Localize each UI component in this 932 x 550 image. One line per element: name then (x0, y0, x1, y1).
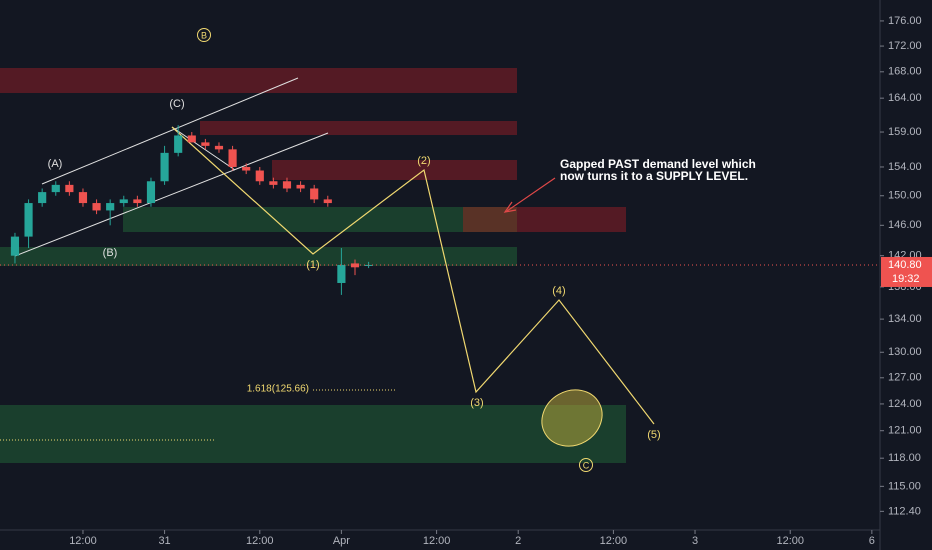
y-tick-label: 172.00 (888, 40, 922, 52)
demand-zone (0, 247, 517, 266)
x-tick-label: 31 (158, 535, 170, 547)
candle-body (24, 203, 33, 237)
note: Gapped PAST demand level which (560, 157, 756, 171)
x-tick-label: 12:00 (246, 535, 274, 547)
arrow (506, 177, 556, 212)
countdown-label: 19:32 (892, 273, 920, 285)
candle-body (174, 135, 183, 153)
y-tick-label: 168.00 (888, 66, 922, 78)
y-tick-label: 118.00 (888, 452, 921, 464)
wave-label: (4) (552, 285, 565, 297)
x-tick-label: 6 (869, 535, 875, 547)
channel-line (41, 77, 299, 185)
candle-body (10, 236, 20, 256)
y-tick-label: 150.00 (888, 190, 922, 202)
y-tick-label: 176.00 (888, 15, 922, 27)
supply-zone (272, 160, 517, 180)
candle-body (242, 166, 251, 171)
demand-zone (123, 207, 463, 232)
wave-label: (A) (48, 158, 63, 170)
arrow-head (503, 201, 517, 213)
candle-body (146, 181, 156, 204)
y-tick-label: 121.00 (888, 425, 922, 437)
fib-label: 1.618(125.66) (247, 384, 309, 395)
candle-body (323, 199, 332, 204)
wave-label: (1) (306, 259, 319, 271)
y-tick-label: 159.00 (888, 126, 922, 138)
candle-body (269, 181, 278, 185)
last-price-badge (881, 256, 932, 287)
last-price-label: 140.80 (888, 259, 922, 271)
y-tick-label: 146.00 (888, 219, 922, 231)
x-tick-label: 12:00 (776, 535, 804, 547)
demand-zone (0, 405, 626, 463)
supply-zone (517, 207, 626, 232)
candle-body (350, 263, 360, 268)
candle-body (92, 203, 101, 211)
x-tick-label: 12:00 (600, 535, 628, 547)
trend-line (171, 126, 236, 171)
y-tick-label: 130.00 (888, 346, 922, 358)
candle-body (38, 192, 47, 204)
y-tick-label: 134.00 (888, 313, 922, 325)
candle-body (133, 199, 142, 204)
candle-body (201, 142, 210, 146)
wave-label: (5) (647, 429, 660, 441)
y-tick-label: 164.00 (888, 92, 922, 104)
candle-body (119, 199, 128, 204)
candle-body (160, 152, 169, 182)
target-ellipse (541, 389, 603, 447)
candle-body (187, 135, 196, 143)
x-tick-label: Apr (333, 535, 350, 547)
y-tick-label: 115.00 (888, 480, 921, 492)
zones (0, 68, 626, 463)
x-tick-label: 12:00 (69, 535, 97, 547)
candle-body (65, 184, 74, 193)
supply-zone (200, 121, 517, 135)
wave-label: (C) (169, 98, 184, 110)
wave-label: B (201, 30, 207, 40)
y-tick-label: 112.40 (888, 505, 921, 517)
candle-body (282, 181, 292, 189)
wave-label: (B) (103, 247, 118, 259)
wave-circle (579, 458, 593, 472)
candle-body (228, 149, 237, 167)
channel-line (14, 132, 329, 257)
wave-circle (197, 28, 211, 42)
candle-body (255, 170, 264, 182)
wave-label: C (583, 460, 590, 470)
candle-body (51, 184, 60, 193)
x-tick-label: 2 (515, 535, 521, 547)
wave-label: (2) (417, 155, 430, 167)
candle-body (310, 188, 319, 200)
x-tick-label: 3 (692, 535, 698, 547)
candle-body (214, 145, 224, 150)
y-tick-label: 124.00 (888, 398, 922, 410)
wave-path (171, 126, 655, 425)
candle-body (106, 203, 115, 211)
y-tick-label: 154.00 (888, 161, 922, 173)
candle-body (296, 184, 305, 189)
note: now turns it to a SUPPLY LEVEL. (560, 169, 748, 183)
supply-zone (0, 68, 517, 93)
y-tick-label: 127.00 (888, 372, 922, 384)
candle-body (337, 264, 346, 283)
x-tick-label: 12:00 (423, 535, 451, 547)
candle-body (78, 192, 88, 204)
wave-label: (3) (470, 397, 483, 409)
